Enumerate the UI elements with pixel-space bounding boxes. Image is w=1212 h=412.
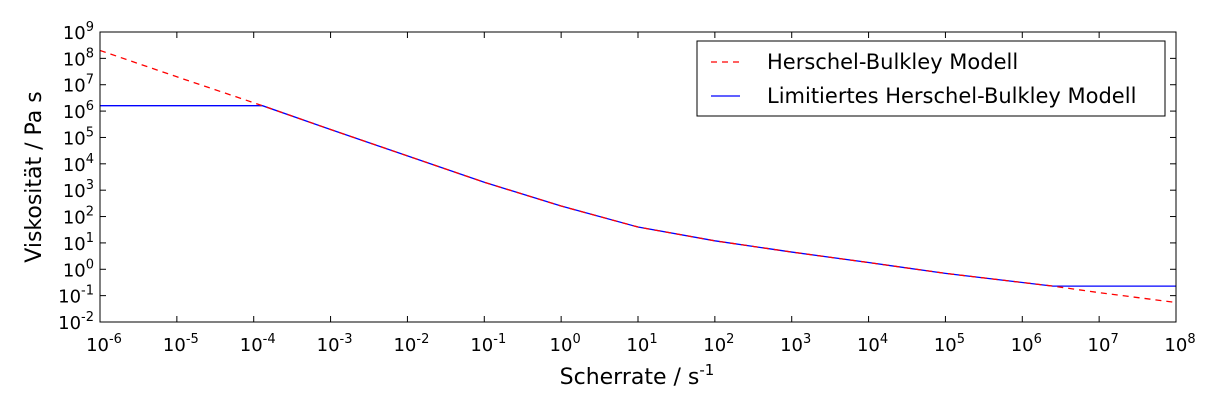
series-line-0 [100,49,1176,304]
x-tick-label: 108 [1164,332,1195,356]
y-tick-label: 102 [63,205,94,229]
y-tick-label: 104 [63,152,94,176]
y-tick-label: 109 [63,20,94,44]
x-tick-label: 10-5 [163,332,199,356]
y-tick-label: 10-1 [58,284,94,308]
y-tick-label: 105 [63,125,94,149]
x-tick-label: 101 [626,332,657,356]
x-tick-label: 10-6 [86,332,122,356]
x-tick-label: 10-3 [317,332,353,356]
x-tick-label: 106 [1011,332,1042,356]
legend: Herschel-Bulkley Modell Limitiertes Hers… [696,40,1166,117]
x-tick-label: 107 [1088,332,1119,356]
x-tick-label: 100 [550,332,581,356]
x-tick-label: 105 [934,332,965,356]
y-tick-label: 101 [63,231,94,255]
x-tick-label: 10-4 [240,332,276,356]
plot-frame [99,31,1177,323]
tick-layer: 10-6 10-5 10-4 10-3 10-2 10-1 100 101 102 103 104 1… [58,20,1195,356]
x-axis-label: Scherrate / s-1 [560,361,715,390]
y-tick-label: 10-2 [58,310,94,334]
x-tick-label: 10-1 [470,332,506,356]
legend-label-herschel-bulkley: Herschel-Bulkley Modell [767,50,1018,74]
y-tick-label: 103 [63,178,94,202]
legend-label-limitiertes-herschel-bulkley: Limitiertes Herschel-Bulkley Modell [767,84,1136,108]
x-tick-label: 103 [780,332,811,356]
x-tick-label: 10-2 [393,332,429,356]
series-layer [100,49,1176,304]
y-axis-label: Viskosität / Pa s [22,91,47,262]
y-tick-label: 107 [63,73,94,97]
x-tick-label: 102 [703,332,734,356]
y-tick-label: 100 [63,257,94,281]
x-tick-label: 104 [857,332,888,356]
y-tick-label: 106 [63,99,94,123]
legend-box [696,40,1166,117]
y-tick-label: 108 [63,46,94,70]
